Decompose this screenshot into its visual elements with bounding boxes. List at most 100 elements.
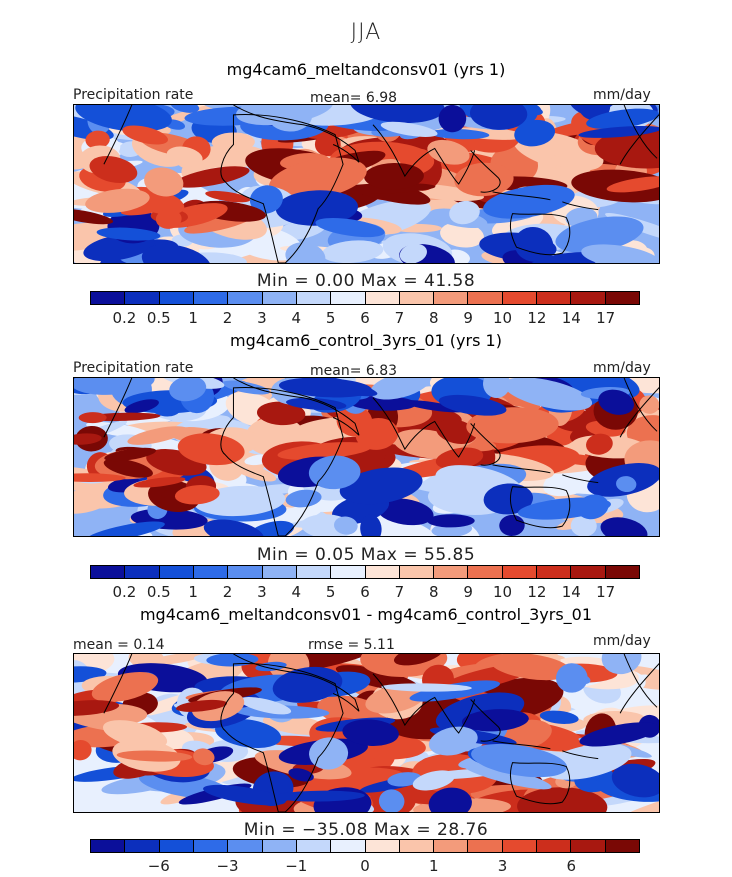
colorbar-block: [296, 840, 332, 852]
coastline: [372, 673, 476, 734]
colorbar-tick-label: 1: [188, 309, 198, 327]
field-patch: [349, 395, 417, 411]
panel-1-field: [74, 105, 659, 263]
field-patch: [141, 654, 209, 667]
field-patch: [483, 184, 575, 219]
field-patch: [471, 743, 568, 778]
field-patch: [74, 473, 126, 483]
field-patch: [555, 216, 644, 253]
colorbar-tick-label: 1: [428, 857, 439, 875]
field-patch: [74, 700, 120, 716]
field-patch: [272, 666, 343, 703]
field-patch: [122, 125, 168, 145]
panel-1-variable-label: Precipitation rate: [73, 87, 194, 103]
coastline: [103, 654, 658, 714]
field-patch: [166, 146, 203, 167]
colorbar-tick-label: 10: [492, 583, 513, 601]
coastline: [220, 387, 344, 536]
panel-1-units: mm/day: [593, 87, 651, 103]
colorbar-tick-label: 2: [222, 309, 233, 327]
field-patch: [285, 242, 326, 263]
colorbar-block: [605, 292, 639, 304]
colorbar-block: [262, 840, 297, 852]
field-patch: [365, 683, 426, 714]
field-patch: [288, 768, 314, 782]
colorbar-tick-label: 6: [566, 857, 577, 875]
field-patch: [315, 217, 385, 238]
colorbar-block: [193, 292, 229, 304]
field-patch: [285, 489, 322, 508]
field-patch: [174, 485, 220, 505]
colorbar-tick-label: 0.2: [112, 309, 137, 327]
field-patch: [116, 750, 193, 762]
colorbar-block: [125, 566, 160, 578]
colorbar-tick-label: 0.5: [146, 309, 171, 327]
colorbar-tick-label: 5: [325, 309, 336, 327]
field-patch: [85, 130, 110, 149]
colorbar-tick-label: 10: [492, 309, 513, 327]
field-patch: [249, 185, 283, 214]
field-patch: [376, 498, 434, 526]
coastline: [233, 654, 360, 712]
colorbar-tick-label: 8: [428, 309, 439, 327]
field-patch: [285, 654, 384, 671]
field-patch: [350, 105, 445, 124]
field-patch: [339, 467, 423, 505]
field-patch: [78, 412, 107, 424]
coastline: [509, 762, 571, 805]
field-patch: [539, 710, 579, 724]
field-patch: [514, 226, 554, 262]
coastline: [470, 150, 501, 193]
field-patch: [440, 222, 484, 248]
field-patch: [483, 483, 534, 515]
panel-2-mean: mean= 6.83: [310, 363, 398, 379]
field-patch: [278, 378, 372, 398]
colorbar-block: [228, 840, 263, 852]
field-patch: [586, 108, 659, 130]
colorbar-tick-label: 14: [561, 583, 581, 601]
colorbar-tick-label: 14: [561, 309, 581, 327]
field-patch: [74, 378, 155, 395]
field-patch: [381, 683, 472, 692]
field-patch: [402, 400, 464, 413]
field-patch: [267, 105, 313, 132]
season-title: JJA: [350, 20, 382, 45]
colorbar-tick-label: 4: [291, 583, 302, 601]
field-patch: [428, 726, 478, 756]
colorbar-block: [571, 840, 606, 852]
panel-2-minmax: Min = 0.05 Max = 55.85: [256, 545, 476, 565]
colorbar-block: [434, 840, 469, 852]
panel-2-colorbar-ticks: 0.2 0.5 1 2 3 4 5 6 7 8 9 10 12 14 17: [90, 583, 640, 601]
colorbar-tick-label: 3: [257, 583, 267, 601]
colorbar-block: [125, 840, 160, 852]
colorbar-tick-label: 1: [188, 583, 198, 601]
colorbar-tick-label: 7: [394, 583, 405, 601]
field-patch: [380, 121, 438, 137]
field-patch: [74, 740, 92, 761]
colorbar-tick-label: −6: [147, 857, 170, 875]
panel-3-mean: mean = 0.14: [73, 637, 165, 653]
colorbar-block: [331, 292, 366, 304]
field-patch: [144, 167, 184, 197]
colorbar-block: [331, 566, 366, 578]
colorbar-tick-label: 0.5: [146, 583, 171, 601]
colorbar-tick-label: 3: [257, 309, 267, 327]
field-patch: [334, 516, 358, 535]
field-patch: [570, 515, 597, 536]
colorbar-tick-label: −1: [285, 857, 308, 875]
field-patch: [205, 190, 251, 203]
colorbar-tick-label: 5: [325, 583, 336, 601]
field-patch: [248, 520, 295, 536]
colorbar-block: [296, 292, 332, 304]
field-patch: [503, 378, 593, 411]
field-patch: [600, 517, 648, 536]
field-patch: [578, 125, 659, 138]
field-patch: [360, 514, 382, 536]
field-patch: [308, 455, 361, 490]
coastline: [470, 699, 501, 742]
field-patch: [193, 748, 215, 766]
colorbar-tick-label: 9: [463, 583, 473, 601]
colorbar-block: [193, 566, 229, 578]
field-patch: [275, 190, 359, 226]
colorbar-block: [537, 566, 572, 578]
